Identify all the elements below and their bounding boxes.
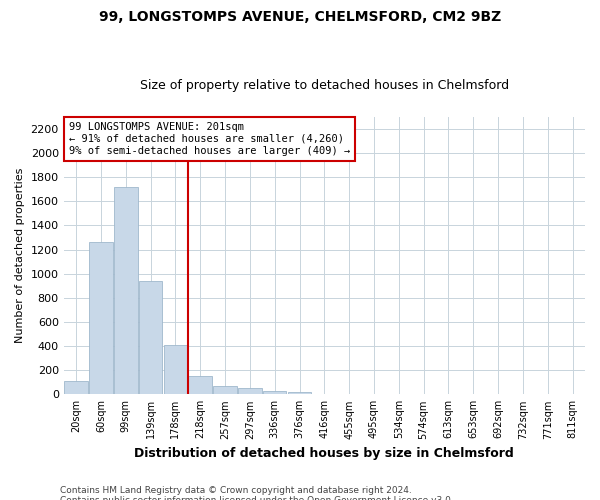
Text: Contains HM Land Registry data © Crown copyright and database right 2024.: Contains HM Land Registry data © Crown c…	[60, 486, 412, 495]
Bar	[188, 376, 212, 394]
Text: Contains public sector information licensed under the Open Government Licence v3: Contains public sector information licen…	[60, 496, 454, 500]
Bar	[288, 392, 311, 394]
Bar	[64, 381, 88, 394]
Bar	[164, 345, 187, 395]
Bar	[89, 242, 113, 394]
Text: 99 LONGSTOMPS AVENUE: 201sqm
← 91% of detached houses are smaller (4,260)
9% of : 99 LONGSTOMPS AVENUE: 201sqm ← 91% of de…	[69, 122, 350, 156]
Bar	[238, 388, 262, 394]
Bar	[213, 386, 237, 394]
Title: Size of property relative to detached houses in Chelmsford: Size of property relative to detached ho…	[140, 79, 509, 92]
X-axis label: Distribution of detached houses by size in Chelmsford: Distribution of detached houses by size …	[134, 447, 514, 460]
Bar	[114, 187, 137, 394]
Bar	[139, 281, 163, 394]
Bar	[263, 390, 286, 394]
Y-axis label: Number of detached properties: Number of detached properties	[15, 168, 25, 343]
Text: 99, LONGSTOMPS AVENUE, CHELMSFORD, CM2 9BZ: 99, LONGSTOMPS AVENUE, CHELMSFORD, CM2 9…	[99, 10, 501, 24]
